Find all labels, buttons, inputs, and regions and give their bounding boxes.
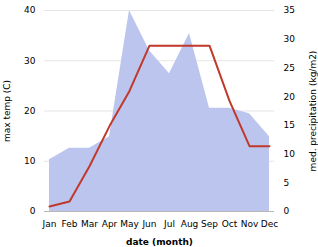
svg-text:30: 30: [284, 34, 296, 44]
svg-text:Aug: Aug: [181, 219, 199, 229]
svg-text:40: 40: [24, 5, 36, 15]
svg-text:Jun: Jun: [141, 219, 156, 229]
svg-text:10: 10: [284, 149, 296, 159]
svg-text:Jul: Jul: [163, 219, 175, 229]
svg-text:20: 20: [284, 92, 296, 102]
svg-text:Sep: Sep: [201, 219, 218, 229]
svg-text:max temp (C): max temp (C): [2, 80, 12, 142]
svg-text:May: May: [120, 219, 139, 229]
svg-text:date (month): date (month): [126, 237, 193, 247]
svg-text:10: 10: [24, 156, 36, 166]
svg-text:0: 0: [284, 206, 290, 216]
svg-text:Nov: Nov: [241, 219, 259, 229]
svg-text:Feb: Feb: [62, 219, 78, 229]
svg-text:30: 30: [24, 56, 36, 66]
svg-text:Mar: Mar: [81, 219, 98, 229]
svg-text:5: 5: [284, 178, 290, 188]
svg-text:med. precipitation (kg/m2): med. precipitation (kg/m2): [308, 51, 318, 172]
svg-text:15: 15: [284, 120, 295, 130]
svg-text:Oct: Oct: [222, 219, 238, 229]
svg-text:Jan: Jan: [42, 219, 57, 229]
svg-text:35: 35: [284, 5, 295, 15]
svg-text:0: 0: [30, 206, 36, 216]
svg-text:20: 20: [24, 106, 36, 116]
svg-text:Apr: Apr: [102, 219, 118, 229]
svg-text:25: 25: [284, 63, 295, 73]
svg-text:Dec: Dec: [261, 219, 278, 229]
